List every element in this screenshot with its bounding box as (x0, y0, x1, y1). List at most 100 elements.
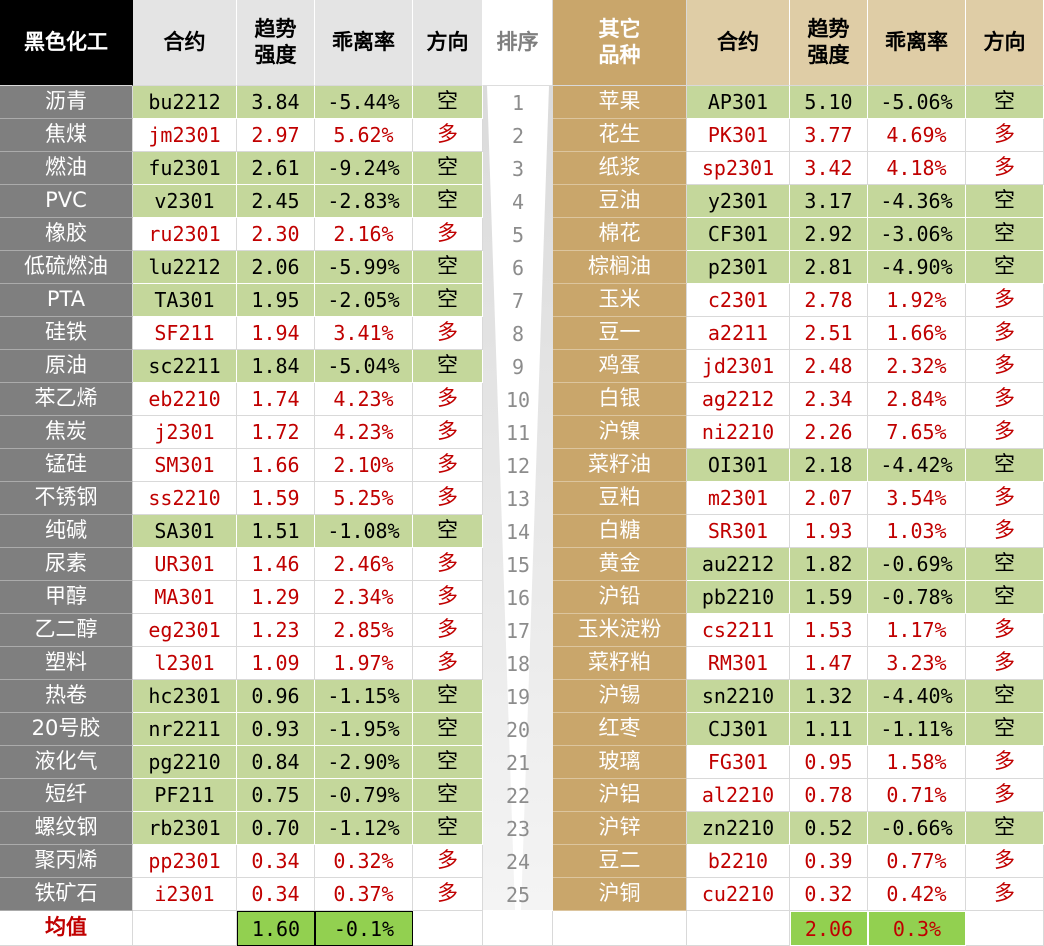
deviation-rate: -3.06% (868, 218, 966, 251)
rank: 7 (511, 288, 525, 313)
direction: 空 (413, 680, 483, 713)
contract: cs2211 (687, 614, 790, 647)
deviation-rate: 2.84% (868, 383, 966, 416)
variety-name: 菜籽粕 (553, 647, 687, 680)
direction: 空 (413, 350, 483, 383)
rank: 14 (505, 519, 531, 544)
variety-name: 液化气 (0, 746, 133, 779)
deviation-rate: 2.85% (315, 614, 413, 647)
trend-strength: 1.72 (237, 416, 315, 449)
direction: 空 (413, 515, 483, 548)
direction: 多 (413, 317, 483, 350)
trend-strength: 1.93 (790, 515, 868, 548)
variety-name: 玻璃 (553, 746, 687, 779)
deviation-rate: 1.03% (868, 515, 966, 548)
blank-cell (413, 911, 483, 946)
deviation-rate: -2.83% (315, 185, 413, 218)
direction: 多 (966, 614, 1044, 647)
header-cell: 乖离率 (315, 0, 413, 86)
variety-name: 豆粕 (553, 482, 687, 515)
trend-strength: 1.53 (790, 614, 868, 647)
direction: 空 (966, 713, 1044, 746)
variety-name: 沪铜 (553, 878, 687, 911)
variety-name: 纯碱 (0, 515, 133, 548)
deviation-rate: 4.18% (868, 152, 966, 185)
trend-strength: 1.66 (237, 449, 315, 482)
direction: 多 (413, 581, 483, 614)
average-value: -0.1% (315, 911, 413, 946)
contract: p2301 (687, 251, 790, 284)
deviation-rate: -1.15% (315, 680, 413, 713)
trend-strength: 2.51 (790, 317, 868, 350)
deviation-rate: 3.23% (868, 647, 966, 680)
header-cell: 合约 (687, 0, 790, 86)
trend-strength: 2.45 (237, 185, 315, 218)
rank: 19 (505, 684, 531, 709)
deviation-rate: -5.99% (315, 251, 413, 284)
direction: 多 (413, 383, 483, 416)
average-label: 均值 (0, 911, 133, 946)
rank: 3 (511, 156, 525, 181)
direction: 空 (413, 152, 483, 185)
deviation-rate: -2.90% (315, 746, 413, 779)
trend-strength: 1.29 (237, 581, 315, 614)
rank: 16 (505, 585, 531, 610)
contract: c2301 (687, 284, 790, 317)
rank: 23 (505, 816, 531, 841)
trend-strength: 2.26 (790, 416, 868, 449)
trend-strength: 1.84 (237, 350, 315, 383)
contract: zn2210 (687, 812, 790, 845)
contract: pp2301 (133, 845, 237, 878)
blank-cell (687, 911, 790, 946)
contract: sc2211 (133, 350, 237, 383)
deviation-rate: 2.10% (315, 449, 413, 482)
rank: 9 (511, 354, 525, 379)
deviation-rate: -5.04% (315, 350, 413, 383)
trend-strength: 0.95 (790, 746, 868, 779)
contract: b2210 (687, 845, 790, 878)
contract: SA301 (133, 515, 237, 548)
deviation-rate: 2.46% (315, 548, 413, 581)
deviation-rate: 4.23% (315, 383, 413, 416)
header-cell: 乖离率 (868, 0, 966, 86)
trend-strength: 2.61 (237, 152, 315, 185)
contract: eg2301 (133, 614, 237, 647)
contract: lu2212 (133, 251, 237, 284)
rank: 15 (505, 552, 531, 577)
deviation-rate: -0.66% (868, 812, 966, 845)
deviation-rate: 4.23% (315, 416, 413, 449)
variety-name: 沥青 (0, 86, 133, 119)
deviation-rate: 0.71% (868, 779, 966, 812)
direction: 多 (966, 647, 1044, 680)
direction: 多 (413, 449, 483, 482)
variety-name: 乙二醇 (0, 614, 133, 647)
deviation-rate: -5.44% (315, 86, 413, 119)
direction: 空 (966, 581, 1044, 614)
deviation-rate: -9.24% (315, 152, 413, 185)
direction: 多 (413, 614, 483, 647)
trend-strength: 1.46 (237, 548, 315, 581)
trend-strength: 0.34 (237, 878, 315, 911)
contract: al2210 (687, 779, 790, 812)
contract: eb2210 (133, 383, 237, 416)
contract: SM301 (133, 449, 237, 482)
rank: 8 (511, 321, 525, 346)
variety-name: 热卷 (0, 680, 133, 713)
contract: AP301 (687, 86, 790, 119)
variety-name: 菜籽油 (553, 449, 687, 482)
variety-name: 棉花 (553, 218, 687, 251)
trend-strength: 1.51 (237, 515, 315, 548)
trend-strength: 2.81 (790, 251, 868, 284)
direction: 多 (966, 779, 1044, 812)
contract: m2301 (687, 482, 790, 515)
deviation-rate: 1.97% (315, 647, 413, 680)
header-cell: 其它 品种 (553, 0, 687, 86)
rank: 10 (505, 387, 531, 412)
trend-strength: 0.32 (790, 878, 868, 911)
direction: 空 (413, 86, 483, 119)
contract: nr2211 (133, 713, 237, 746)
trend-strength: 1.59 (790, 581, 868, 614)
deviation-rate: -5.06% (868, 86, 966, 119)
rank: 18 (505, 651, 531, 676)
trend-strength: 1.09 (237, 647, 315, 680)
